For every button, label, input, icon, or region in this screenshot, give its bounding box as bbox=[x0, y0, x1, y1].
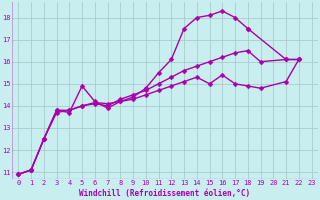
X-axis label: Windchill (Refroidissement éolien,°C): Windchill (Refroidissement éolien,°C) bbox=[79, 189, 251, 198]
